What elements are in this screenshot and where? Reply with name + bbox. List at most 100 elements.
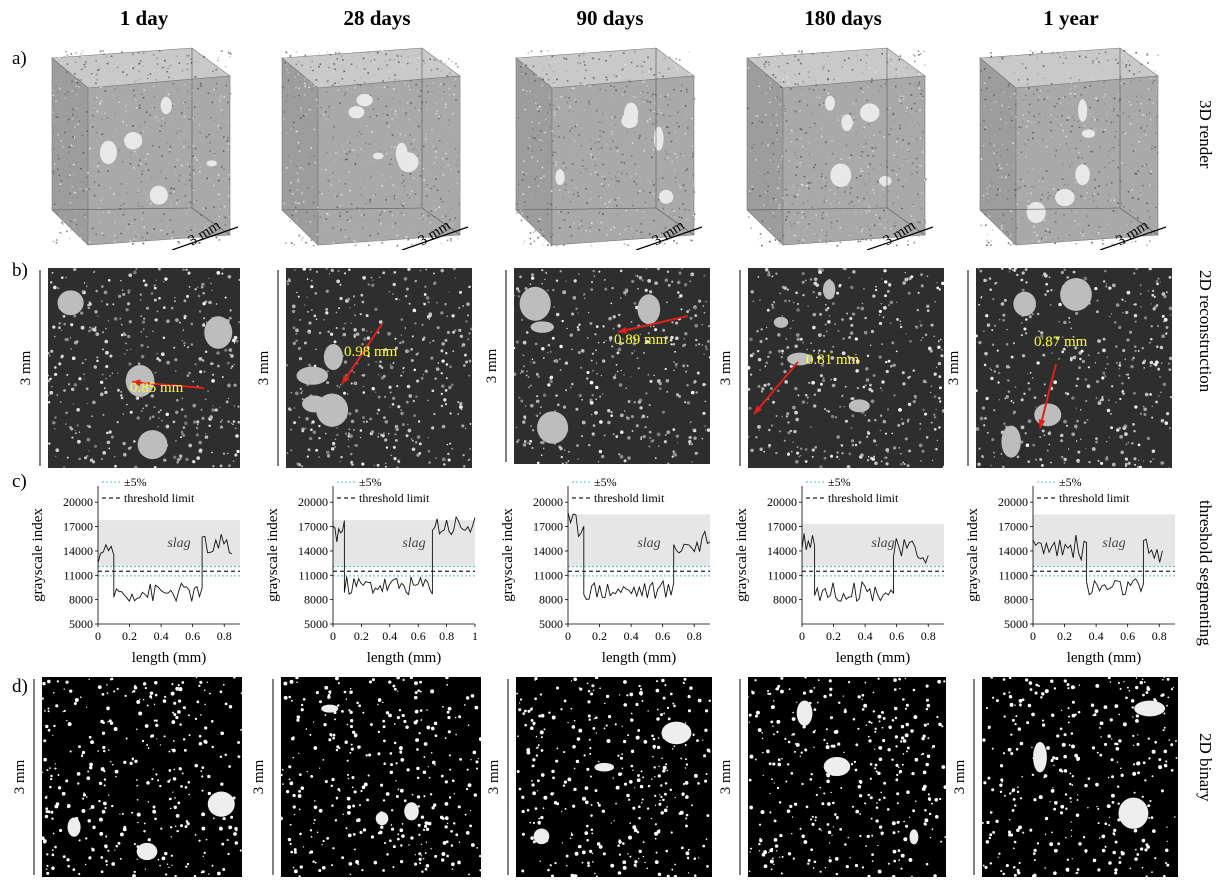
cube-texture-speck [299,110,302,112]
cube-texture-speck [907,240,909,242]
cube-texture-speck [395,196,397,198]
particle [531,429,535,432]
cube-texture-speck [590,148,593,150]
cube-texture-speck [298,80,301,83]
cube-texture-speck [573,193,575,196]
cube-texture-speck [385,53,387,56]
particle [417,420,421,423]
particle [440,372,443,375]
cube-texture-speck [784,108,787,111]
cube-texture-speck [883,185,885,188]
cube-texture-speck [902,139,904,141]
cube-texture-speck [192,155,195,158]
cube-texture-speck [782,234,784,237]
cube-texture-speck [440,59,443,62]
cube-texture-speck [595,110,598,112]
cube-texture-speck [1113,97,1116,100]
cube-texture-speck [572,151,575,153]
cube-texture-speck [987,199,990,202]
cube-texture-speck [802,81,805,83]
cube-texture-speck [95,233,97,236]
cube-texture-speck [900,145,903,147]
cube-texture-speck [624,228,626,231]
particle [382,374,386,378]
particle [884,280,888,284]
cube-texture-speck [526,102,528,104]
particle [590,288,594,292]
cube-texture-speck [156,63,159,65]
particle [55,448,60,453]
particle [88,450,90,452]
cube-texture-speck [908,150,910,152]
cube-texture-speck [565,58,568,60]
cube-texture-speck [988,136,991,139]
particle [399,341,402,345]
particle [832,345,835,348]
particle [301,429,305,433]
particle [311,309,313,311]
cube-texture-speck [1104,93,1107,96]
particle [882,316,885,319]
cube-texture-speck [892,169,895,172]
cube-texture-speck [75,224,78,226]
cube-texture-speck [856,134,859,137]
cube-texture-speck [627,244,629,246]
particle [445,377,448,380]
particle [363,385,365,388]
particle [109,374,111,377]
particle [633,301,637,305]
cube-texture-speck [823,102,825,104]
particle [935,366,938,368]
particle [437,362,440,364]
particle [547,383,551,387]
cube-texture-speck [61,145,64,148]
cube-texture-speck [99,50,102,52]
cube-texture-speck [1061,163,1063,166]
cube-texture-speck [187,54,190,57]
cube-texture-speck [569,130,571,132]
cube-texture-speck [539,106,542,108]
cube-texture-speck [419,217,421,219]
cube-texture-speck [83,181,85,184]
cube-texture-speck [992,101,995,103]
cube-texture-speck [439,70,442,72]
cube-texture-speck [145,111,148,114]
cube-texture-speck [665,56,667,58]
cube-texture-speck [1043,98,1046,101]
cube-texture-speck [1143,129,1146,132]
cube-texture-speck [556,108,558,110]
particle [338,307,340,309]
particle [378,364,382,368]
cube-texture-speck [810,182,812,184]
cube-texture-speck [219,208,221,210]
particle [867,455,870,458]
cube-texture-speck [361,207,364,210]
particle [413,368,416,372]
cube-texture-speck [318,191,321,194]
cube-texture-speck [384,151,386,153]
particle [291,304,296,309]
cube-texture-speck [638,137,640,140]
cube-texture-speck [785,120,788,122]
cube-texture-speck [1117,166,1119,169]
cube-texture-speck [879,165,881,168]
cube-texture-speck [589,138,591,141]
cube-texture-speck [78,56,81,59]
cube-texture-speck [142,65,145,67]
particle [396,466,399,468]
cube-texture-speck [400,55,403,58]
particle [825,330,828,333]
cube-texture-speck [836,117,839,119]
cube-texture-speck [439,172,441,174]
cube-texture-speck [1134,149,1137,151]
particle [66,373,69,376]
cube-texture-speck [812,53,814,55]
cube-texture-speck [550,236,552,238]
particle [116,388,120,392]
particle [353,314,357,317]
cube-texture-speck [1057,188,1060,191]
particle [623,459,627,463]
cube-texture-speck [614,199,617,201]
cube-texture-speck [592,210,595,212]
cube-texture-speck [1015,227,1018,230]
